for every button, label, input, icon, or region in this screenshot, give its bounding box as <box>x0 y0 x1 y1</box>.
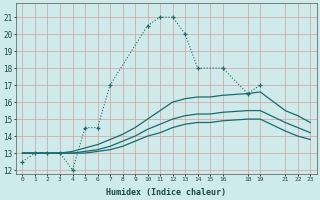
X-axis label: Humidex (Indice chaleur): Humidex (Indice chaleur) <box>106 188 226 197</box>
